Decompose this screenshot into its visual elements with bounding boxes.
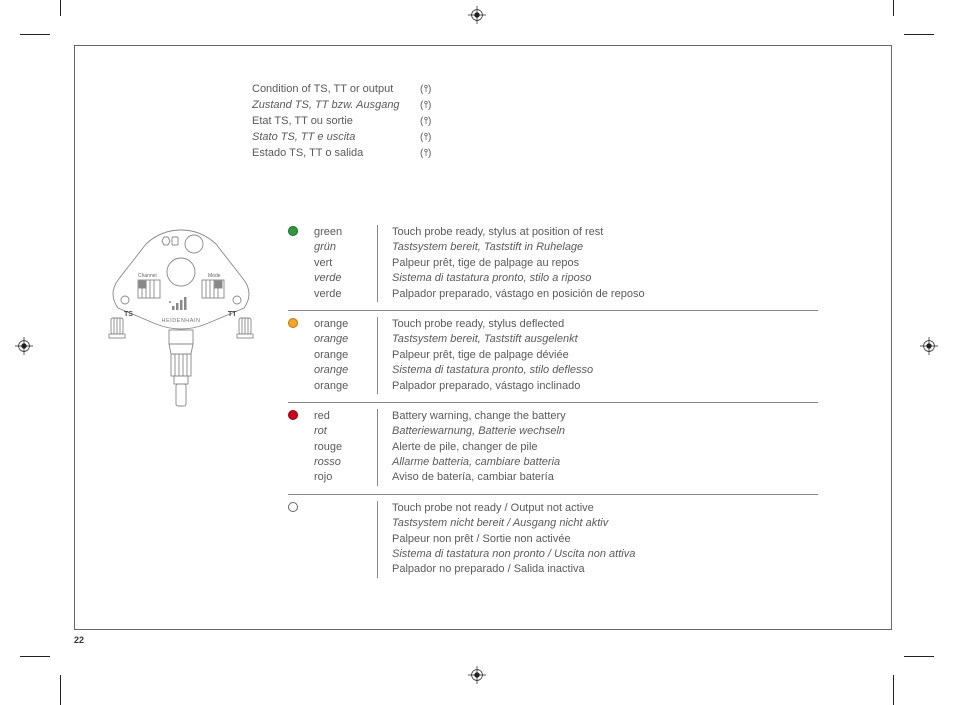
mode-label: Mode bbox=[208, 273, 221, 279]
description-line: Aviso de batería, cambiar batería bbox=[392, 470, 818, 485]
color-name: orange bbox=[314, 363, 377, 378]
color-name: grün bbox=[314, 240, 377, 255]
description-line: Sistema di tastatura pronto, stilo a rip… bbox=[392, 271, 818, 286]
probe-icon: () bbox=[419, 83, 433, 95]
header-block: Condition of TS, TT or output()Zustand T… bbox=[252, 81, 433, 161]
description-line: Sistema di tastatura pronto, stilo defle… bbox=[392, 363, 818, 378]
description-line: Tastsystem nicht bereit / Ausgang nicht … bbox=[392, 516, 818, 531]
probe-icon: () bbox=[419, 115, 433, 127]
color-name: vert bbox=[314, 256, 377, 271]
color-names: greengrünvertverdeverde bbox=[314, 225, 378, 302]
svg-text:): ) bbox=[428, 84, 431, 95]
header-label: Zustand TS, TT bzw. Ausgang bbox=[252, 99, 419, 111]
led-indicator bbox=[288, 501, 314, 578]
color-name: rouge bbox=[314, 440, 377, 455]
svg-text:): ) bbox=[428, 116, 431, 127]
description-line: Alerte de pile, changer de pile bbox=[392, 440, 818, 455]
svg-text:(: ( bbox=[420, 100, 424, 111]
color-name: green bbox=[314, 225, 377, 240]
probe-icon: () bbox=[419, 99, 433, 111]
color-names: orangeorangeorangeorangeorange bbox=[314, 317, 378, 394]
channel-label: Channel bbox=[138, 273, 157, 279]
probe-icon: () bbox=[419, 147, 433, 159]
header-label: Estado TS, TT o salida bbox=[252, 147, 419, 159]
registration-mark-right bbox=[920, 337, 938, 355]
color-name: rosso bbox=[314, 455, 377, 470]
ts-label: TS bbox=[124, 311, 133, 318]
led-indicator bbox=[288, 409, 314, 486]
description-line: Tastsystem bereit, Taststift in Ruhelage bbox=[392, 240, 818, 255]
header-row: Etat TS, TT ou sortie() bbox=[252, 113, 433, 129]
color-name: rot bbox=[314, 424, 377, 439]
brand-label: HEIDENHAIN bbox=[162, 318, 201, 324]
description: Battery warning, change the batteryBatte… bbox=[378, 409, 818, 486]
description: Touch probe ready, stylus at position of… bbox=[378, 225, 818, 302]
led-dot-icon bbox=[288, 410, 298, 420]
color-name: rojo bbox=[314, 470, 377, 485]
svg-text:(: ( bbox=[420, 116, 424, 127]
legend-row: redrotrougerossorojoBattery warning, cha… bbox=[288, 402, 818, 494]
page-number: 22 bbox=[74, 635, 84, 645]
legend-table: greengrünvertverdeverdeTouch probe ready… bbox=[288, 219, 818, 586]
svg-text:(: ( bbox=[420, 132, 424, 143]
description-line: Touch probe ready, stylus deflected bbox=[392, 317, 818, 332]
description-line: Palpador no preparado / Salida inactiva bbox=[392, 562, 818, 577]
description-line: Touch probe ready, stylus at position of… bbox=[392, 225, 818, 240]
color-names bbox=[314, 501, 378, 578]
led-indicator bbox=[288, 317, 314, 394]
led-dot-icon bbox=[288, 226, 298, 236]
probe-icon: () bbox=[419, 131, 433, 143]
header-row: Stato TS, TT e uscita() bbox=[252, 129, 433, 145]
device-diagram: Channel Mode TS TT HEIDENHAIN bbox=[106, 222, 256, 412]
description-line: Sistema di tastatura non pronto / Uscita… bbox=[392, 547, 818, 562]
registration-mark-left bbox=[15, 337, 33, 355]
header-row: Condition of TS, TT or output() bbox=[252, 81, 433, 97]
description-line: Battery warning, change the battery bbox=[392, 409, 818, 424]
description-line: Batteriewarnung, Batterie wechseln bbox=[392, 424, 818, 439]
color-name: orange bbox=[314, 379, 377, 394]
description-line: Touch probe not ready / Output not activ… bbox=[392, 501, 818, 516]
description-line: Tastsystem bereit, Taststift ausgelenkt bbox=[392, 332, 818, 347]
svg-text:(: ( bbox=[420, 84, 424, 95]
color-name: orange bbox=[314, 317, 377, 332]
svg-text:): ) bbox=[428, 100, 431, 111]
description-line: Palpador preparado, vástago inclinado bbox=[392, 379, 818, 394]
led-dot-icon bbox=[288, 318, 298, 328]
header-label: Stato TS, TT e uscita bbox=[252, 131, 419, 143]
description-line: Palpeur prêt, tige de palpage au repos bbox=[392, 256, 818, 271]
header-row: Zustand TS, TT bzw. Ausgang() bbox=[252, 97, 433, 113]
legend-row: orangeorangeorangeorangeorangeTouch prob… bbox=[288, 310, 818, 402]
description: Touch probe not ready / Output not activ… bbox=[378, 501, 818, 578]
color-name: orange bbox=[314, 348, 377, 363]
svg-text:): ) bbox=[428, 132, 431, 143]
header-label: Condition of TS, TT or output bbox=[252, 83, 419, 95]
svg-text:(: ( bbox=[420, 148, 424, 159]
tt-label: TT bbox=[228, 311, 237, 318]
color-name: verde bbox=[314, 271, 377, 286]
description: Touch probe ready, stylus deflectedTasts… bbox=[378, 317, 818, 394]
header-row: Estado TS, TT o salida() bbox=[252, 145, 433, 161]
header-label: Etat TS, TT ou sortie bbox=[252, 115, 419, 127]
registration-mark-top bbox=[468, 6, 486, 24]
color-name: orange bbox=[314, 332, 377, 347]
description-line: Palpeur non prêt / Sortie non activée bbox=[392, 532, 818, 547]
description-line: Palpeur prêt, tige de palpage déviée bbox=[392, 348, 818, 363]
led-dot-icon bbox=[288, 502, 298, 512]
legend-row: Touch probe not ready / Output not activ… bbox=[288, 494, 818, 586]
led-indicator bbox=[288, 225, 314, 302]
registration-mark-bottom bbox=[468, 666, 486, 684]
description-line: Allarme batteria, cambiare batteria bbox=[392, 455, 818, 470]
color-names: redrotrougerossorojo bbox=[314, 409, 378, 486]
legend-row: greengrünvertverdeverdeTouch probe ready… bbox=[288, 219, 818, 310]
svg-text:): ) bbox=[428, 148, 431, 159]
color-name: verde bbox=[314, 287, 377, 302]
color-name: red bbox=[314, 409, 377, 424]
description-line: Palpador preparado, vástago en posición … bbox=[392, 287, 818, 302]
